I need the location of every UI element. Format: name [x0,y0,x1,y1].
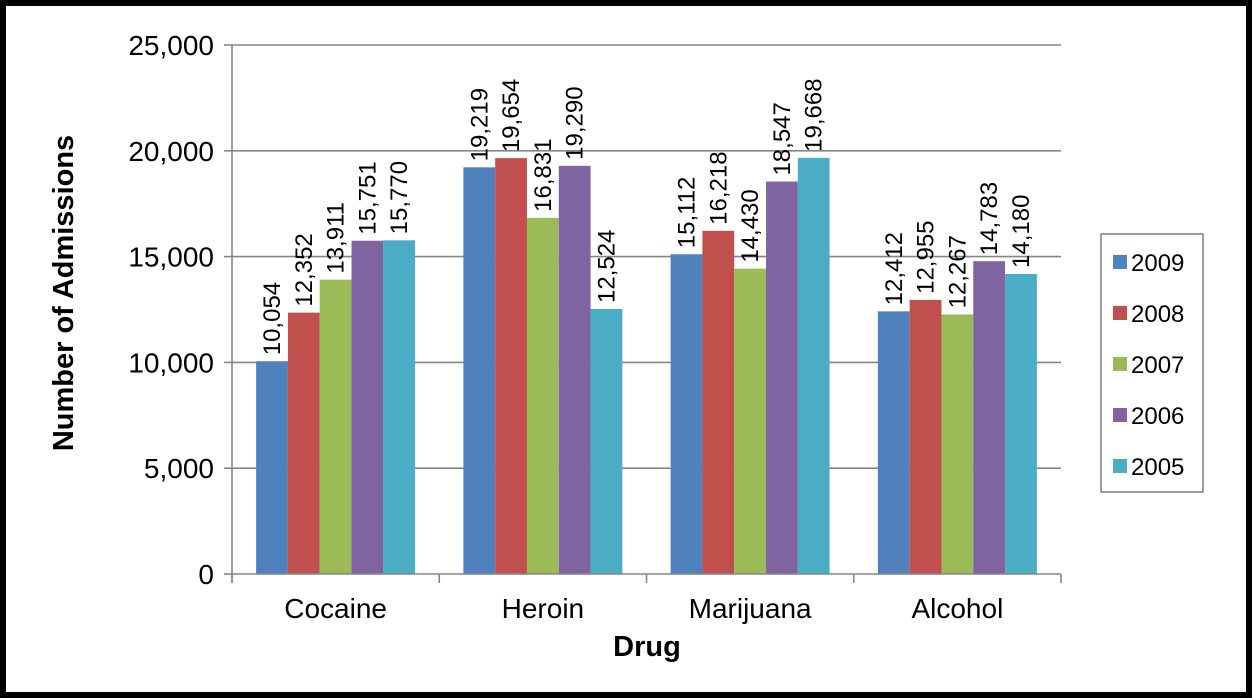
data-label: 14,180 [1008,195,1035,268]
bar-heroin-2007 [526,217,559,575]
bar-heroin-2006 [558,165,591,574]
y-axis-title: Number of Admissions [48,135,80,451]
legend-swatch-2006 [1113,408,1127,422]
y-tick-label: 25,000 [128,30,214,61]
data-label: 12,412 [881,232,908,305]
y-tick-label: 20,000 [128,136,214,167]
bar-cocaine-2008 [287,312,320,574]
data-label: 12,352 [291,233,318,306]
data-label: 16,831 [530,138,557,211]
bars [256,157,1037,575]
x-axis-title: Drug [613,631,681,663]
x-tick-label: Marijuana [689,593,812,624]
data-label: 12,524 [593,230,620,303]
data-label: 15,112 [674,177,701,249]
data-label: 15,751 [354,161,381,234]
legend-label-2007: 2007 [1131,352,1184,379]
bar-heroin-2008 [495,158,527,575]
bar-marijuana-2009 [670,254,703,574]
bar-marijuana-2005 [797,157,830,574]
x-tick-label: Cocaine [284,593,387,624]
bar-cocaine-2009 [256,361,288,574]
bar-marijuana-2008 [702,230,735,574]
y-tick-label: 0 [198,559,214,590]
data-label: 14,430 [737,189,764,262]
legend: 2009 2008 2007 2006 2005 [1100,233,1204,493]
bar-marijuana-2006 [766,181,798,575]
y-tick-labels: 0 5,000 10,000 15,000 20,000 25,000 [128,30,214,590]
data-label: 10,054 [259,282,286,355]
data-label: 19,654 [498,79,525,152]
legend-swatch-2005 [1113,459,1127,473]
bar-cocaine-2005 [383,240,416,574]
legend-swatch-2007 [1113,357,1127,371]
bar-heroin-2005 [590,308,623,574]
legend-label-2009: 2009 [1131,250,1184,277]
bar-alcohol-2008 [909,299,942,574]
bar-alcohol-2006 [973,261,1006,574]
legend-label-2006: 2006 [1131,403,1184,430]
bar-heroin-2009 [463,167,496,574]
x-tick-labels: Cocaine Heroin Marijuana Alcohol [284,593,1003,624]
y-tick-label: 15,000 [128,242,214,273]
data-label: 19,290 [562,86,589,159]
data-label: 15,770 [386,161,413,234]
axes [231,45,1062,583]
data-label: 16,218 [705,151,732,224]
data-label: 18,547 [769,102,796,175]
data-label: 14,783 [976,182,1003,255]
data-label: 12,267 [944,235,971,308]
legend-label-2008: 2008 [1131,301,1184,328]
bar-cocaine-2006 [351,240,384,574]
data-label: 19,219 [466,88,493,161]
data-label: 19,668 [801,78,828,151]
bar-marijuana-2007 [734,268,767,574]
legend-swatch-2009 [1113,255,1127,269]
legend-swatch-2008 [1113,306,1127,320]
bar-alcohol-2007 [941,314,974,574]
x-tick-label: Heroin [502,593,584,624]
data-label: 12,955 [913,220,940,293]
x-tick-label: Alcohol [911,593,1003,624]
legend-label-2005: 2005 [1131,454,1184,481]
bar-cocaine-2007 [319,279,352,574]
bar-alcohol-2009 [877,311,910,574]
y-tick-label: 5,000 [144,453,214,484]
y-tick-label: 10,000 [128,347,214,378]
data-label: 13,911 [323,202,350,274]
bar-alcohol-2005 [1005,273,1037,574]
